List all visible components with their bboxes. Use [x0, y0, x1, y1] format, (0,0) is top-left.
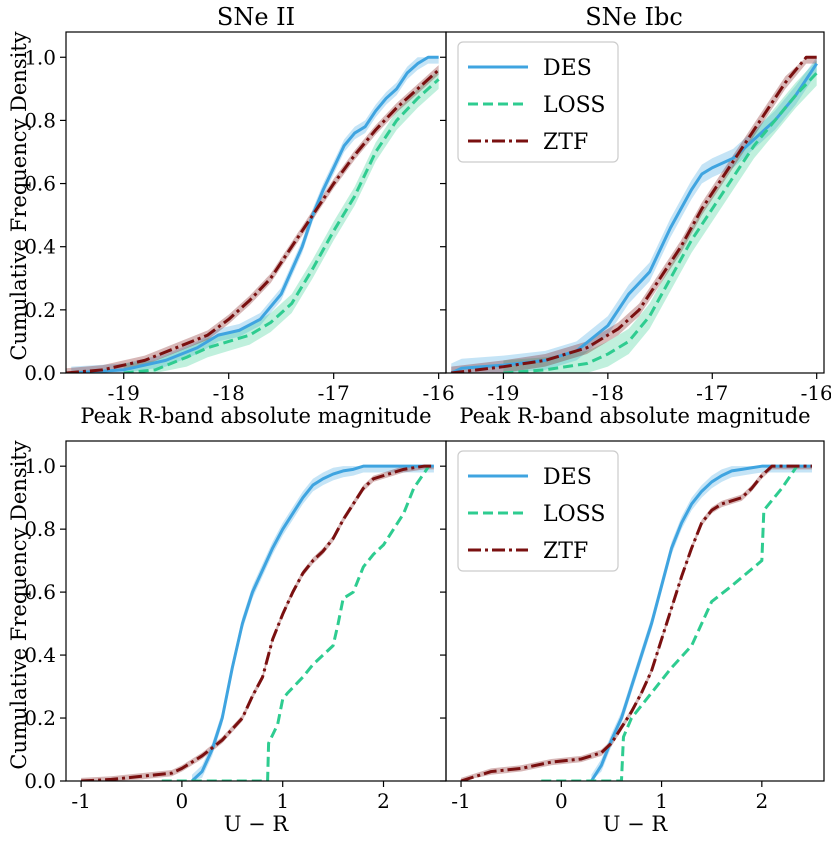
series-line-ztf — [460, 464, 812, 781]
x-tick-label: -16 — [423, 381, 455, 405]
legend-label-des: DES — [543, 465, 592, 490]
legend-label-loss: LOSS — [543, 502, 605, 527]
x-tick-label: -18 — [592, 381, 624, 405]
x-axis-label: Peak R-band absolute magnitude — [80, 404, 431, 428]
legend-label-des: DES — [543, 56, 592, 81]
plot-area — [460, 464, 812, 781]
x-tick-label: 2 — [377, 789, 390, 813]
x-tick-label: 2 — [755, 789, 768, 813]
legend-label-ztf: ZTF — [543, 539, 588, 564]
y-tick-label: 0.6 — [24, 172, 56, 196]
plot-area — [81, 464, 434, 781]
x-tick-label: 1 — [276, 789, 289, 813]
x-tick-label: -17 — [318, 381, 350, 405]
panel-frame — [445, 31, 825, 374]
y-tick-label: 1.0 — [24, 454, 56, 478]
x-tick-label: 0 — [176, 789, 189, 813]
panel-bottom-left-u-r: -1 0 1 2 0.0 0.2 0.4 0.6 0.8 1.0 U − R — [24, 440, 447, 836]
series-line-ztf — [66, 68, 440, 373]
legend-box — [457, 450, 619, 572]
series-line-loss — [123, 78, 440, 373]
y-tick-label: 0.8 — [24, 517, 56, 541]
series-line-des — [71, 55, 439, 373]
series-line-ztf — [451, 55, 817, 373]
legend: DES LOSS ZTF — [457, 41, 619, 163]
series-line-loss — [503, 72, 818, 373]
y-tick-label: 0.2 — [24, 298, 56, 322]
y-axis-label-top: Cumulative Frequency Density — [7, 31, 31, 360]
y-tick-label: 0.4 — [24, 643, 56, 667]
series-line-loss — [161, 465, 431, 781]
legend-box — [457, 41, 619, 163]
x-tick-label: -17 — [696, 381, 728, 405]
x-tick-label: -1 — [451, 789, 470, 813]
x-axis-label: U − R — [603, 812, 669, 836]
legend: DES LOSS ZTF — [457, 450, 619, 572]
series-line-des — [590, 464, 812, 781]
y-tick-label: 0.2 — [24, 706, 56, 730]
y-tick-label: 0.0 — [24, 361, 56, 385]
panel-frame — [445, 440, 825, 782]
y-tick-label: 1.0 — [24, 45, 56, 69]
x-tick-label: -19 — [108, 381, 140, 405]
panel-top-left-sne-ii: -19 -18 -17 -16 0.0 0.2 0.4 0.6 0.8 1.0 Peak R-ban… — [24, 31, 455, 428]
x-tick-label: -19 — [487, 381, 519, 405]
series-band-ztf — [81, 466, 434, 781]
legend-label-loss: LOSS — [543, 93, 605, 118]
x-tick-label: -18 — [213, 381, 245, 405]
panel-bottom-right-u-r: -1 0 1 2 U − R DES LOSS ZTF — [440, 440, 825, 836]
y-tick-label: 0.8 — [24, 108, 56, 132]
x-tick-label: 0 — [555, 789, 568, 813]
y-tick-label: 0.0 — [24, 769, 56, 793]
x-tick-label: -16 — [801, 381, 831, 405]
y-tick-label: 0.6 — [24, 580, 56, 604]
plot-area — [450, 55, 818, 373]
panel-title-sne-ibc: SNe Ibc — [585, 3, 683, 31]
y-tick-label: 0.4 — [24, 235, 56, 259]
panel-title-sne-ii: SNe II — [217, 3, 295, 31]
y-axis-label-bottom: Cumulative Frequency Density — [7, 440, 31, 769]
x-axis-label: U − R — [224, 812, 290, 836]
series-line-des — [190, 464, 434, 781]
x-tick-label: 1 — [655, 789, 668, 813]
plot-area — [66, 55, 440, 373]
x-tick-label: -1 — [71, 789, 90, 813]
series-line-ztf — [81, 464, 434, 781]
x-axis-label: Peak R-band absolute magnitude — [459, 404, 810, 428]
panel-frame — [65, 440, 447, 782]
series-line-loss — [541, 465, 799, 781]
legend-label-ztf: ZTF — [543, 130, 588, 155]
series-band-des — [71, 57, 439, 373]
